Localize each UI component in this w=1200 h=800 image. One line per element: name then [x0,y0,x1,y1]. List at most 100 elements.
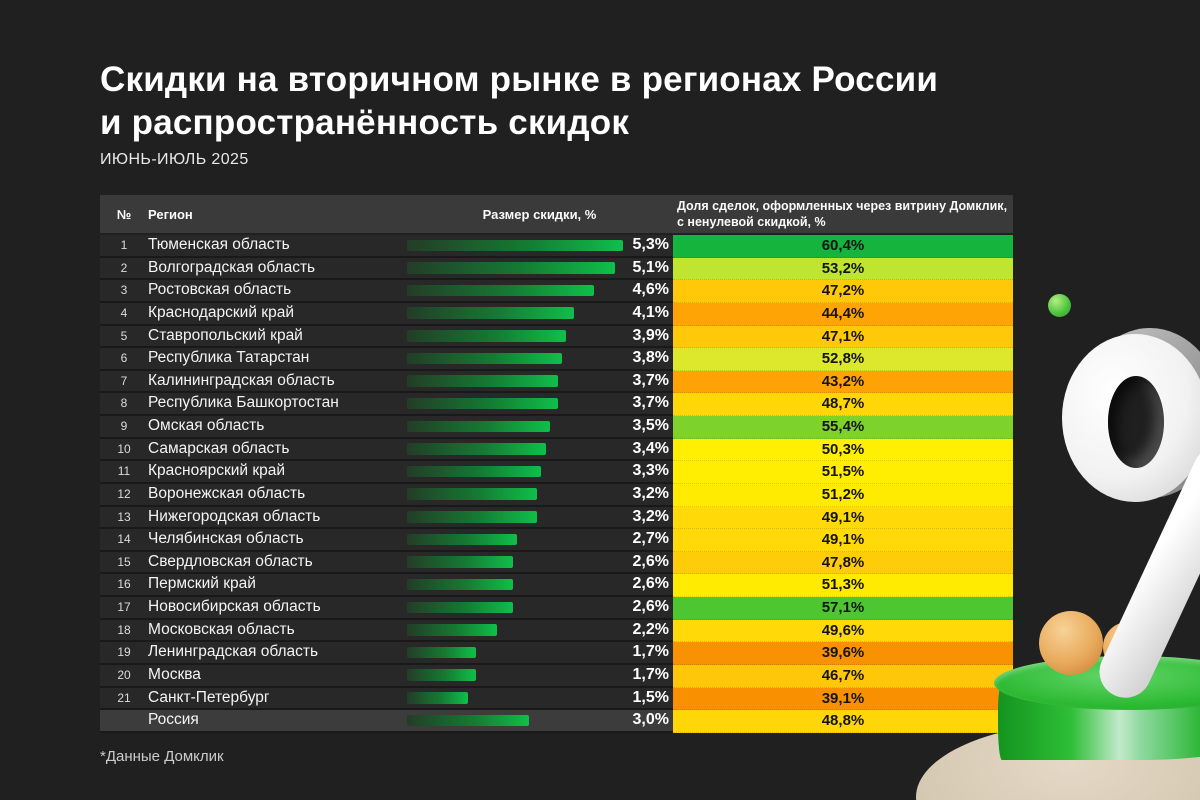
row-number: 16 [117,577,131,592]
discount-bar [407,669,477,681]
row-number: 14 [117,532,131,547]
row-number: 7 [120,373,128,388]
region-name: Самарская область [148,439,290,457]
row-left-pane: 18 Московская область 2,2% [100,619,673,643]
table-row: 2 Волгоградская область 5,1% 53,2% [100,257,1013,281]
row-left-pane: 19 Ленинградская область 1,7% [100,642,673,665]
discount-bar-track [406,665,631,686]
share-cell: 50,3% [673,438,1013,462]
discount-bar [407,488,538,500]
header-share-line2: с ненулевой скидкой, % [677,215,826,229]
discount-value: 2,2% [632,620,669,638]
discount-bar [407,714,530,727]
row-left-pane: 10 Самарская область 3,4% [100,438,673,462]
row-number: 20 [117,667,131,682]
discount-bar-track [406,326,631,347]
discount-bar-track [406,620,631,641]
region-name: Ростовская область [148,281,292,299]
row-number: 4 [120,305,128,320]
share-cell: 44,4% [673,302,1013,326]
row-number: 11 [117,464,131,479]
discount-bar-track [406,597,631,618]
regions-table: № Регион Размер скидки, % Доля сделок, о… [100,195,1013,733]
discount-value: 3,4% [632,439,669,457]
header-share: Доля сделок, оформленных через витрину Д… [673,198,1013,230]
row-left-pane: 2 Волгоградская область 5,1% [100,257,673,281]
percent-sign-icon [1062,328,1200,504]
row-left-pane: 5 Ставропольский край 3,9% [100,325,673,349]
row-number: 12 [117,486,131,501]
discount-bar-track [406,507,631,528]
table-row: 20 Москва 1,7% 46,7% [100,664,1013,688]
table-row: 7 Калининградская область 3,7% 43,2% [100,370,1013,394]
discount-bar [407,624,497,636]
row-number: 3 [120,283,128,298]
discount-bar [407,284,595,297]
share-cell: 57,1% [673,597,1013,620]
discount-bar-track [406,642,631,663]
discount-bar-track [406,529,631,550]
row-number: 1 [120,238,128,252]
discount-value: 4,6% [632,281,669,299]
share-cell: 43,2% [673,370,1013,394]
share-cell: 60,4% [673,235,1013,258]
share-cell: 48,8% [673,710,1013,733]
row-left-pane: 17 Новосибирская область 2,6% [100,597,673,620]
region-name: Омская область [148,417,265,434]
table-row: Россия 3,0% 48,8% [100,710,1013,733]
percent-slash-decoration [1090,437,1200,707]
table-row: 14 Челябинская область 2,7% 49,1% [100,529,1013,552]
row-left-pane: 3 Ростовская область 4,6% [100,280,673,303]
table-row: 17 Новосибирская область 2,6% 57,1% [100,597,1013,620]
region-name: Санкт-Петербург [148,688,270,706]
region-name: Московская область [148,620,295,638]
row-number: 2 [120,260,128,275]
discount-value: 3,0% [632,711,669,729]
discount-value: 5,1% [632,258,669,276]
region-name: Волгоградская область [148,258,316,276]
region-name: Краснодарский край [148,303,294,321]
table-row: 5 Ставропольский край 3,9% 47,1% [100,325,1013,349]
percent-ring-face [1062,334,1200,502]
discount-bar-track [406,280,631,301]
row-left-pane: Россия 3,0% [100,710,673,733]
row-number: 8 [120,396,128,411]
percent-ring-depth [1078,328,1200,498]
row-left-pane: 16 Пермский край 2,6% [100,574,673,597]
discount-value: 2,6% [632,598,669,615]
region-name: Челябинская область [148,530,304,548]
discount-bar [407,443,546,455]
row-left-pane: 11 Красноярский край 3,3% [100,461,673,484]
discount-bar [407,375,558,387]
discount-bar [407,511,538,523]
share-cell: 48,7% [673,393,1013,416]
page-title-line2: и распространённость скидок [100,103,630,142]
share-cell: 55,4% [673,416,1013,439]
green-cylinder-top-decoration [994,656,1200,710]
discount-bar-track [406,552,631,573]
region-name: Республика Татарстан [148,349,310,367]
discount-value: 1,7% [632,665,669,683]
discount-value: 3,8% [632,349,669,367]
orange-ball-small-decoration [1103,622,1153,672]
header-discount: Размер скидки, % [482,206,597,222]
discount-bar [407,420,550,432]
share-cell: 51,2% [673,483,1013,507]
discount-value: 3,3% [632,462,669,480]
header-region: Регион [148,206,193,222]
region-name: Ставропольский край [148,326,303,344]
row-number: 9 [120,419,128,433]
share-cell: 49,1% [673,529,1013,552]
discount-value: 3,2% [632,507,669,525]
table-row: 1 Тюменская область 5,3% 60,4% [100,235,1013,258]
discount-bar [407,646,477,659]
row-left-pane: 20 Москва 1,7% [100,664,673,688]
discount-bar-track [406,484,631,505]
row-number: 19 [117,645,131,660]
row-number: 13 [117,509,131,524]
row-left-pane: 12 Воронежская область 3,2% [100,483,673,507]
discount-bar-track [406,393,631,414]
region-name: Пермский край [148,575,256,593]
header-number: № [116,206,132,222]
row-number: 6 [120,351,128,366]
